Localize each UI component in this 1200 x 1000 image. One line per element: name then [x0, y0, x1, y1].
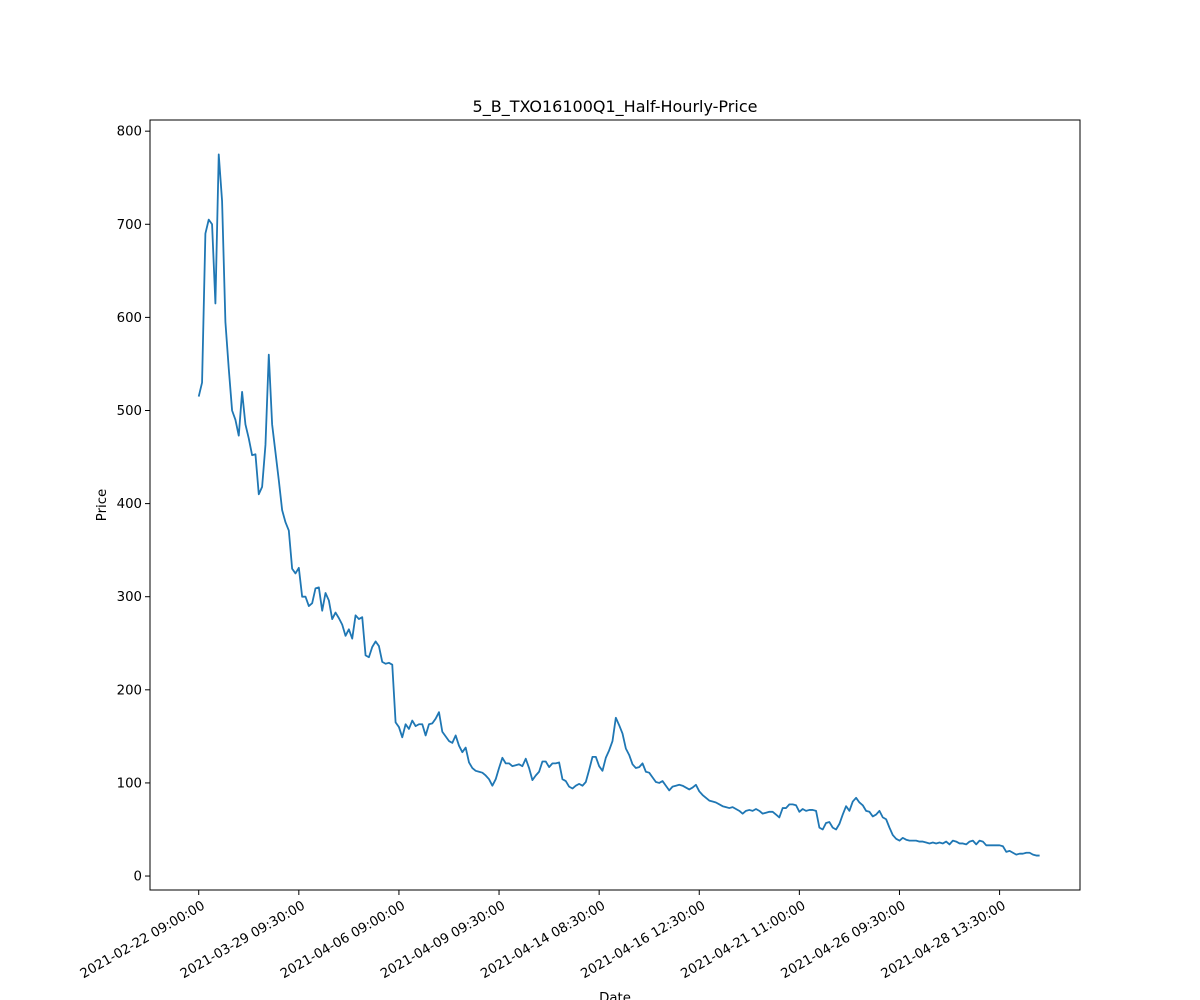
y-tick-label: 500 — [117, 404, 142, 419]
y-axis-label: Price — [95, 489, 110, 521]
y-tick-label: 100 — [117, 776, 142, 791]
price-series-line — [197, 153, 1040, 857]
y-axis: 0 100 200 300 400 500 600 700 800 — [117, 125, 150, 885]
x-axis-label: Date — [599, 991, 631, 1000]
chart-title: 5_B_TXO16100Q1_Half-Hourly-Price — [473, 97, 758, 117]
y-tick-label: 700 — [117, 218, 142, 233]
y-tick-label: 400 — [117, 497, 142, 512]
y-tick-label: 800 — [117, 125, 142, 140]
plot-frame — [149, 119, 1081, 891]
y-tick-label: 0 — [134, 870, 142, 885]
y-tick-label: 200 — [117, 683, 142, 698]
y-tick-label: 600 — [117, 311, 142, 326]
y-tick-label: 300 — [117, 590, 142, 605]
